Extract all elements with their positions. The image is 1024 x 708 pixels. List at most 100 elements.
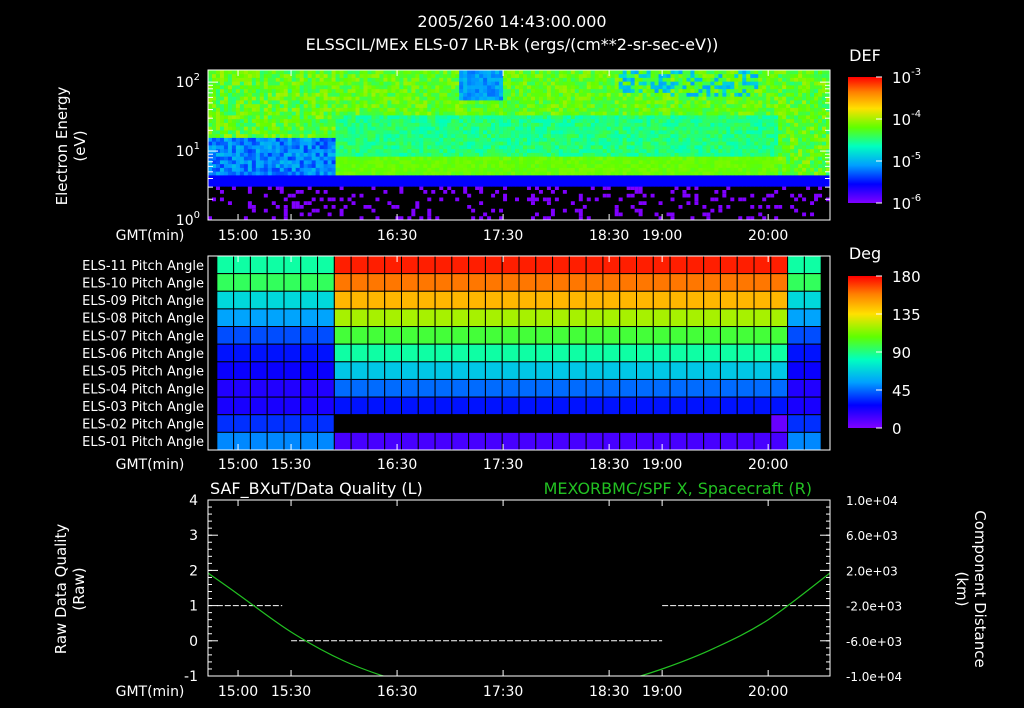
spectrogram-cell <box>235 130 241 135</box>
spectrogram-cell <box>626 115 632 120</box>
spectrogram-cell <box>742 160 747 165</box>
spectrogram-cell <box>303 156 309 161</box>
spectrogram-cell <box>662 88 667 93</box>
spectrogram-cell <box>558 145 564 150</box>
spectrogram-cell <box>730 137 735 142</box>
spectrogram-cell <box>299 81 305 86</box>
spectrogram-cell <box>650 70 655 75</box>
spectrogram-cell <box>331 145 336 150</box>
spectrogram-cell <box>718 205 723 209</box>
spectrogram-cell <box>678 126 683 131</box>
spectrogram-cell <box>227 126 233 131</box>
spectrogram-cell <box>391 115 396 120</box>
spectrogram-cell <box>670 190 675 194</box>
spectrogram-cell <box>327 85 333 90</box>
spectrogram-cell <box>726 171 731 176</box>
spectrogram-cell <box>690 81 695 86</box>
spectrogram-cell <box>550 81 556 86</box>
spectrogram-cell <box>291 92 297 97</box>
spectrogram-cell <box>730 77 735 82</box>
spectrogram-cell <box>766 171 771 176</box>
spectrogram-cell <box>550 145 556 150</box>
spectrogram-cell <box>208 167 213 172</box>
spectrogram-cell <box>686 107 691 112</box>
spectrogram-cell <box>570 141 576 146</box>
spectrogram-cell <box>219 152 225 157</box>
spectrogram-cell <box>618 100 624 105</box>
spectrogram-cell <box>208 156 213 161</box>
spectrogram-cell <box>758 111 763 116</box>
spectrogram-cell <box>626 148 632 153</box>
spectrogram-cell <box>634 115 640 120</box>
spectrogram-cell <box>283 208 288 213</box>
spectrogram-cell <box>403 137 408 142</box>
spectrogram-cell <box>519 107 524 112</box>
spectrogram-cell <box>802 163 807 168</box>
spectrogram-cell <box>738 103 743 108</box>
spectrogram-cell <box>682 81 687 86</box>
spectrogram-cell <box>790 133 795 138</box>
spectrogram-cell <box>279 141 285 146</box>
spectrogram-cell <box>598 122 604 127</box>
spectrogram-cell <box>451 190 456 194</box>
spectrogram-cell <box>566 92 572 97</box>
spectrogram-cell <box>339 171 344 176</box>
spectrogram-cell <box>479 148 484 153</box>
spectrogram-cell <box>415 103 420 108</box>
spectrogram-cell <box>706 118 711 123</box>
spectrogram-cell <box>227 182 233 187</box>
spectrogram-cell <box>730 175 735 180</box>
spectrogram-cell <box>295 122 301 127</box>
spectrogram-cell <box>742 141 747 146</box>
spectrogram-cell <box>383 85 388 90</box>
spectrogram-cell <box>654 111 659 116</box>
spectrogram-cell <box>686 152 691 157</box>
spectrogram-cell <box>355 122 360 127</box>
spectrogram-cell <box>359 118 364 123</box>
spectrogram-cell <box>295 175 301 180</box>
spectrogram-cell <box>291 160 297 165</box>
spectrogram-cell <box>223 118 229 123</box>
spectrogram-cell <box>435 122 440 127</box>
spectrogram-cell <box>570 130 576 135</box>
spectrogram-cell <box>475 85 480 90</box>
spectrogram-cell <box>363 73 368 78</box>
spectrogram-cell <box>383 137 388 142</box>
spectrogram-cell <box>722 160 727 165</box>
spectrogram-cell <box>642 100 647 105</box>
spectrogram-cell <box>662 148 667 153</box>
spectrogram-cell <box>299 175 305 180</box>
spectrogram-cell <box>590 163 596 168</box>
spectrogram-cell <box>211 152 217 157</box>
spectrogram-cell <box>499 178 504 183</box>
spectrogram-cell <box>419 182 424 187</box>
spectrogram-cell <box>291 81 297 86</box>
spectrogram-cell <box>546 171 552 176</box>
spectrogram-cell <box>439 156 444 161</box>
spectrogram-cell <box>475 115 480 120</box>
spectrogram-cell <box>554 171 560 176</box>
spectrogram-cell <box>299 118 305 123</box>
spectrogram-cell <box>331 156 336 161</box>
spectrogram-cell <box>471 70 476 75</box>
spectrogram-cell <box>371 100 376 105</box>
spectrogram-cell <box>594 163 600 168</box>
spectrogram-cell <box>491 141 496 146</box>
spectrogram-cell <box>770 111 775 116</box>
spectrogram-cell <box>674 118 679 123</box>
spectrogram-cell <box>259 111 265 116</box>
spectrogram-cell <box>255 85 261 90</box>
spectrogram-cell <box>530 148 536 153</box>
spectrogram-cell <box>582 163 588 168</box>
spectrogram-cell <box>487 85 492 90</box>
spectrogram-cell <box>606 133 612 138</box>
spectrogram-cell <box>798 137 803 142</box>
spectrogram-cell <box>323 156 329 161</box>
spectrogram-cell <box>590 122 596 127</box>
spectrogram-cell <box>415 70 420 75</box>
spectrogram-cell <box>367 163 372 168</box>
spectrogram-cell <box>363 111 368 116</box>
spectrogram-cell <box>487 103 492 108</box>
spectrogram-cell <box>602 160 608 165</box>
spectrogram-cell <box>251 122 257 127</box>
